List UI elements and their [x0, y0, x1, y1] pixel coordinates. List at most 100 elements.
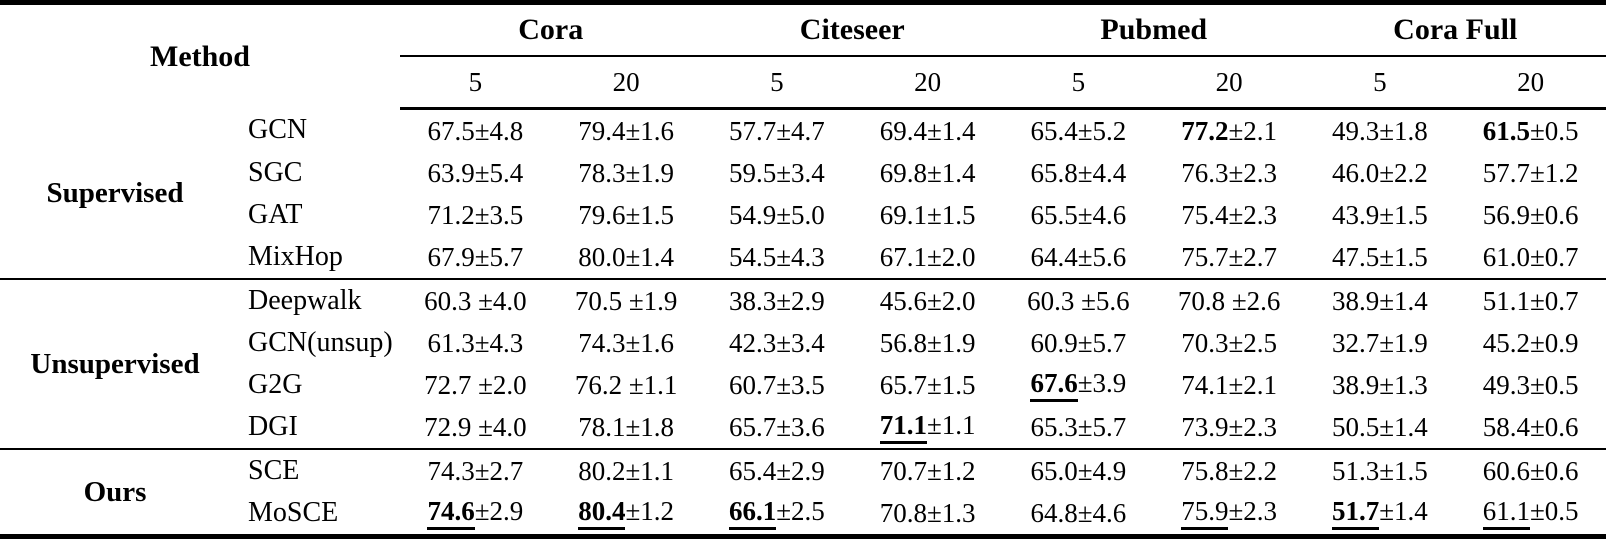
- result-cell: 65.4±5.2: [1030, 115, 1127, 146]
- result-cell: 64.8±4.6: [1030, 497, 1127, 528]
- result-value: 49.3: [1331, 115, 1380, 146]
- result-cell: 51.7±1.4: [1305, 492, 1456, 537]
- header-row-label-rates: 5 20 5 20 5 20 5 20: [0, 56, 1606, 110]
- result-cell: 75.9±2.3: [1154, 492, 1305, 537]
- result-cell: 60.3 ±4.0: [400, 278, 551, 322]
- method-name: MoSCE: [248, 497, 339, 528]
- result-cell: 56.8±1.9: [879, 327, 976, 358]
- result-value: 70.3: [1181, 327, 1229, 358]
- result-value: 70.8: [1177, 285, 1226, 316]
- method-name: SGC: [248, 157, 303, 188]
- result-cell: 72.7 ±2.0: [424, 369, 527, 400]
- result-value: 67.1: [879, 241, 927, 272]
- result-value: 69.8: [879, 157, 927, 188]
- result-cell: 70.8±1.3: [879, 497, 976, 528]
- result-cell: 71.2±3.5: [427, 199, 524, 230]
- result-value: 67.5: [427, 115, 475, 146]
- result-value: 71.1: [879, 411, 927, 445]
- result-value: 65.7: [728, 411, 777, 442]
- result-value: 76.3: [1181, 157, 1229, 188]
- result-cell: 51.3±1.5: [1304, 448, 1456, 492]
- group-label: Supervised: [46, 176, 184, 209]
- result-value: 65.5: [1030, 199, 1078, 230]
- table-header: Method Cora Citeseer Pubmed Cora Full 5 …: [0, 2, 1606, 110]
- labelrate-pubmed-20: 20: [1153, 56, 1305, 110]
- table-row: GAT 71.2±3.5 79.6±1.5 54.9±5.0 69.1±1.5 65.5±…: [0, 194, 1606, 236]
- result-value: 75.9: [1181, 497, 1229, 531]
- result-value: 69.1: [879, 199, 927, 230]
- result-cell: 32.7±1.9: [1331, 327, 1428, 358]
- group-unsupervised: Unsupervised Deepwalk 60.3 ±4.0 70.5 ±1.9 38…: [0, 278, 1606, 449]
- result-cell: 60.6±0.6: [1455, 448, 1606, 492]
- result-cell: 60.9±5.7: [1030, 327, 1127, 358]
- result-cell: 38.9±1.4: [1304, 278, 1456, 322]
- result-cell: 49.3±0.5: [1482, 369, 1579, 400]
- result-value: 80.4: [578, 497, 626, 531]
- result-value: 70.5: [574, 285, 623, 316]
- result-cell: 64.4±5.6: [1030, 241, 1127, 272]
- labelrate-cora-5: 5: [400, 56, 551, 110]
- dataset-header-cora: Cora: [400, 2, 702, 57]
- result-cell: 47.5±1.5: [1331, 241, 1428, 272]
- result-cell: 42.3±3.4: [728, 327, 825, 358]
- result-value: 60.6: [1482, 455, 1530, 486]
- result-value: 79.4: [578, 115, 626, 146]
- result-cell: 45.2±0.9: [1482, 327, 1579, 358]
- result-value: 72.9: [424, 411, 472, 442]
- result-cell: 78.3±1.9: [578, 157, 675, 188]
- result-cell: 80.0±1.4: [578, 241, 675, 272]
- result-value: 69.4: [879, 115, 927, 146]
- group-label: Unsupervised: [0, 278, 230, 449]
- result-value: 64.8: [1030, 497, 1078, 528]
- result-value: 71.2: [427, 199, 475, 230]
- result-cell: 74.6±2.9: [400, 492, 551, 537]
- result-cell: 54.5±4.3: [728, 241, 825, 272]
- header-row-datasets: Method Cora Citeseer Pubmed Cora Full: [0, 2, 1606, 73]
- result-cell: 75.4±2.3: [1181, 199, 1278, 230]
- result-value: 50.5: [1331, 411, 1380, 442]
- table-row: MoSCE 74.6±2.9 80.4±1.2 66.1±2.5 70.8±1.3 64.…: [0, 492, 1606, 537]
- result-cell: 46.0±2.2: [1331, 157, 1428, 188]
- result-cell: 70.7±1.2: [852, 448, 1003, 492]
- result-value: 38.3: [728, 285, 777, 316]
- result-value: 45.6: [879, 285, 927, 316]
- result-cell: 79.6±1.5: [578, 199, 675, 230]
- result-value: 49.3: [1482, 369, 1530, 400]
- result-value: 65.3: [1030, 411, 1078, 442]
- method-name: SCE: [230, 448, 400, 492]
- result-cell: 70.5 ±1.9: [550, 278, 702, 322]
- result-value: 75.8: [1181, 455, 1229, 486]
- labelrate-cora-full-5: 5: [1304, 56, 1456, 110]
- result-cell: 65.5±4.6: [1030, 199, 1127, 230]
- group-supervised: Supervised GCN 67.5±4.8 79.4±1.6 57.7±4.7 69.…: [0, 109, 1606, 280]
- result-value: 51.3: [1331, 455, 1380, 486]
- result-value: 60.3: [1027, 285, 1075, 316]
- result-cell: 69.8±1.4: [879, 157, 976, 188]
- labelrate-cora-full-20: 20: [1455, 56, 1606, 110]
- result-cell: 74.3±2.7: [400, 448, 551, 492]
- group-ours: Ours SCE 74.3±2.7 80.2±1.1 65.4±2.9 70.7±1.2 6…: [0, 448, 1606, 537]
- result-value: 61.1: [1482, 497, 1530, 531]
- result-value: 54.9: [728, 199, 777, 230]
- result-value: 60.9: [1030, 327, 1078, 358]
- method-name: MixHop: [248, 241, 343, 272]
- method-name: DGI: [248, 411, 298, 442]
- method-name: GCN: [248, 114, 308, 146]
- result-cell: 65.7±3.6: [728, 411, 825, 442]
- result-cell: 57.7±1.2: [1482, 157, 1579, 188]
- result-cell: 75.7±2.7: [1181, 241, 1278, 272]
- group-label: Ours: [0, 448, 230, 537]
- method-name: GCN(unsup): [248, 327, 393, 358]
- result-cell: 80.4±1.2: [551, 492, 702, 537]
- result-cell: 74.3±1.6: [578, 327, 675, 358]
- result-value: 74.3: [427, 455, 475, 486]
- labelrate-citeseer-20: 20: [852, 56, 1003, 110]
- result-cell: 61.3±4.3: [427, 327, 524, 358]
- result-value: 56.8: [879, 327, 927, 358]
- result-cell: 76.2 ±1.1: [574, 369, 678, 400]
- result-value: 60.3: [424, 285, 472, 316]
- result-cell: 57.7±4.7: [728, 115, 825, 146]
- result-value: 60.7: [728, 369, 777, 400]
- result-value: 45.2: [1482, 327, 1530, 358]
